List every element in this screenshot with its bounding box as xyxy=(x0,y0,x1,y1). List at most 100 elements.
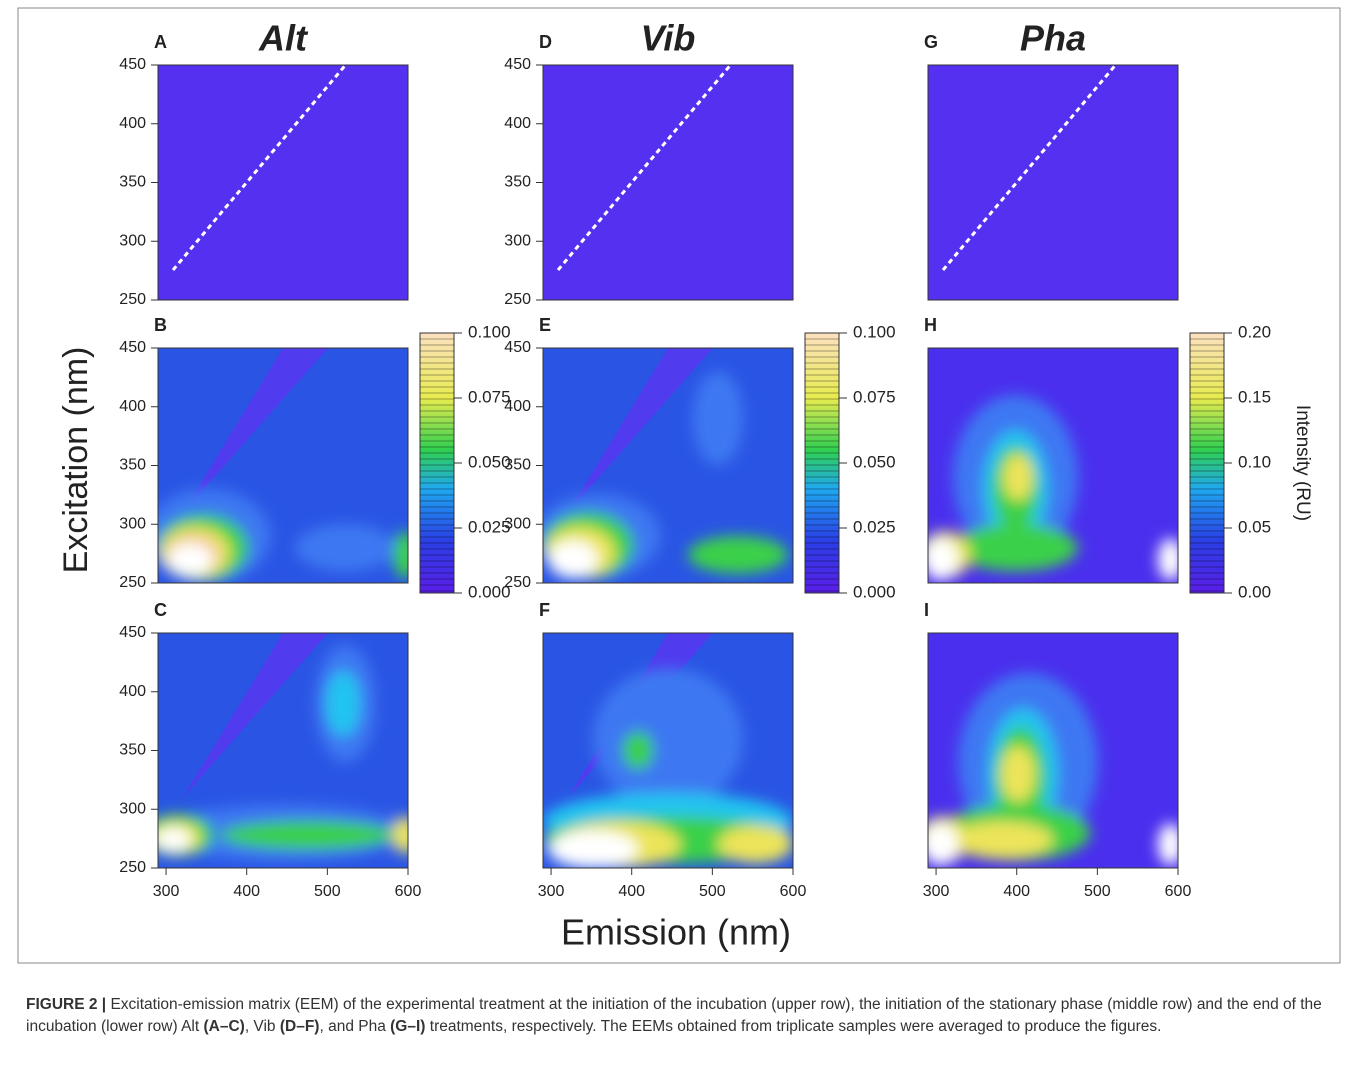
panel: B 250 300 350 400 450 0.000 0.025 0.050 0.075 0.10… xyxy=(119,315,510,602)
colorbar-tick-label: 0.025 xyxy=(468,517,511,536)
colorbar-tick-label: 0.050 xyxy=(468,452,511,471)
y-tick-label: 250 xyxy=(119,574,146,591)
contour-blob xyxy=(1003,453,1033,501)
panel: I 300 400 500 600 xyxy=(923,600,1192,900)
y-tick-label: 250 xyxy=(504,574,531,591)
contour-field xyxy=(158,633,408,868)
caption-part: (G–I) xyxy=(390,1018,426,1035)
contour-blob xyxy=(1000,745,1036,803)
scatter-band xyxy=(183,348,328,513)
contour-blob xyxy=(593,668,743,810)
y-tick-label: 300 xyxy=(504,515,531,532)
panel-title: Pha xyxy=(1020,18,1086,59)
caption-part: , and Pha xyxy=(319,1018,391,1035)
y-tick-label: 300 xyxy=(119,515,146,532)
colorbar-tick-label: 0.050 xyxy=(853,452,896,471)
y-tick-label: 350 xyxy=(119,174,146,191)
contour-blob xyxy=(393,531,408,579)
colorbar-label: Intensity (RU) xyxy=(1292,405,1313,521)
y-tick-label: 350 xyxy=(119,457,146,474)
x-tick-label: 600 xyxy=(395,883,422,900)
caption: FIGURE 2 | Excitation-emission matrix (E… xyxy=(26,994,1336,1038)
contour-blob xyxy=(688,536,788,574)
panel-label: F xyxy=(539,600,550,620)
y-tick-label: 450 xyxy=(119,624,146,641)
contour-blob xyxy=(693,371,743,466)
panel-label: I xyxy=(924,600,929,620)
contour-blob xyxy=(953,524,1078,572)
y-tick-label: 450 xyxy=(119,56,146,73)
contour-field xyxy=(543,348,793,583)
contour-field xyxy=(158,348,408,583)
contour-blob xyxy=(325,670,361,737)
panel: A Alt 250 300 350 400 450 xyxy=(119,18,409,308)
contour-field xyxy=(543,65,793,300)
contour-background xyxy=(928,65,1178,300)
y-tick-label: 250 xyxy=(504,291,531,308)
colorbar xyxy=(419,332,455,594)
x-tick-label: 400 xyxy=(618,883,645,900)
x-tick-label: 300 xyxy=(923,883,950,900)
colorbar-tick-label: 0.100 xyxy=(468,322,511,341)
y-tick-label: 250 xyxy=(119,859,146,876)
contour-blobs xyxy=(543,668,793,868)
contour-blob xyxy=(718,825,793,864)
contour-background xyxy=(543,65,793,300)
y-tick-label: 400 xyxy=(119,398,146,415)
y-tick-label: 450 xyxy=(504,339,531,356)
colorbar-tick-label: 0.025 xyxy=(853,517,896,536)
x-axis-label: Emission (nm) xyxy=(561,912,791,953)
colorbar-tick-label: 0.20 xyxy=(1238,322,1271,341)
y-tick-label: 300 xyxy=(504,232,531,249)
colorbar-tick-label: 0.15 xyxy=(1238,387,1271,406)
x-tick-label: 500 xyxy=(1084,883,1111,900)
contour-blobs xyxy=(543,371,788,579)
panel-frame xyxy=(927,632,1179,869)
colorbar xyxy=(1189,332,1225,594)
x-tick-label: 400 xyxy=(233,883,260,900)
panel-frame xyxy=(927,64,1179,301)
contour-field xyxy=(928,348,1178,583)
contour-blob xyxy=(1158,538,1178,581)
caption-part: Excitation-emission matrix (EEM) of the … xyxy=(26,996,1327,1035)
caption-part: (A–C) xyxy=(203,1018,245,1035)
contour-field xyxy=(928,633,1178,868)
y-tick-label: 400 xyxy=(504,398,531,415)
x-tick-label: 500 xyxy=(314,883,341,900)
contour-blobs xyxy=(928,672,1178,866)
contour-blob xyxy=(393,816,408,854)
panel-label: H xyxy=(924,315,937,335)
x-tick-label: 300 xyxy=(538,883,565,900)
y-tick-label: 350 xyxy=(119,742,146,759)
y-tick-label: 350 xyxy=(504,457,531,474)
contour-blob xyxy=(168,543,213,576)
caption-part: FIGURE 2 | xyxy=(26,996,107,1013)
x-tick-label: 600 xyxy=(1165,883,1192,900)
y-tick-label: 300 xyxy=(119,800,146,817)
x-tick-label: 500 xyxy=(699,883,726,900)
x-tick-label: 400 xyxy=(1003,883,1030,900)
y-tick-label: 400 xyxy=(119,115,146,132)
colorbar-tick-label: 0.075 xyxy=(468,387,511,406)
colorbar-tick-label: 0.00 xyxy=(1238,582,1271,601)
contour-blob xyxy=(623,731,653,770)
contour-blobs xyxy=(928,395,1178,581)
contour-field xyxy=(928,65,1178,300)
contour-blob xyxy=(928,823,958,866)
panel: E 250 300 350 400 450 0.000 0.025 0.050 0.075 0.10… xyxy=(504,315,895,602)
panel-label: A xyxy=(154,32,167,52)
y-tick-label: 450 xyxy=(504,56,531,73)
panel-label: C xyxy=(154,600,167,620)
panel-label: G xyxy=(924,32,938,52)
contour-blob xyxy=(295,524,396,572)
y-tick-label: 450 xyxy=(119,339,146,356)
panel-label: E xyxy=(539,315,551,335)
colorbar-tick-label: 0.10 xyxy=(1238,452,1271,471)
caption-part: , Vib xyxy=(244,1018,280,1035)
colorbar-tick-label: 0.100 xyxy=(853,322,896,341)
panel: F 300 400 500 600 xyxy=(538,600,807,900)
contour-blobs xyxy=(158,489,408,583)
panel-frame xyxy=(927,347,1179,584)
contour-blob xyxy=(548,830,638,868)
